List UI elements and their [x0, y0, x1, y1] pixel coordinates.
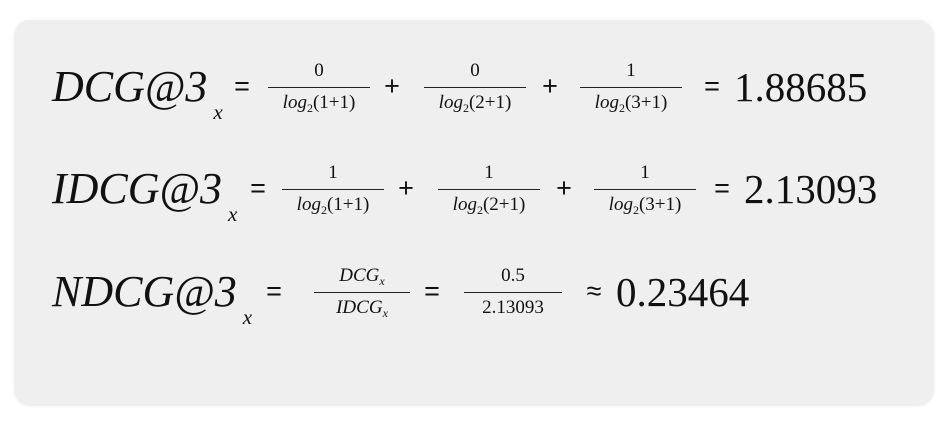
ndcg-result: 0.23464: [616, 269, 750, 315]
dcg-lhs: DCG@3x: [52, 62, 223, 123]
ndcg-subscript: x: [242, 305, 253, 329]
dcg-term-1: 0 log2(1+1): [268, 60, 370, 115]
idcg-term-3: 1 log2(3+1): [594, 162, 696, 217]
ndcg-ratio-denominator: IDCGx: [336, 297, 388, 320]
dcg-term-2-denominator: log2(2+1): [438, 92, 512, 115]
idcg-term-1: 1 log2(1+1): [282, 162, 384, 217]
ndcg-lhs: NDCG@3x: [52, 267, 252, 328]
fraction-bar: [464, 292, 562, 293]
idcg-subscript: x: [228, 202, 238, 226]
dcg-subscript: x: [213, 100, 223, 124]
dcg-result-equals: =: [704, 71, 720, 101]
fraction-bar: [282, 189, 384, 190]
idcg-term-3-denominator: log2(3+1): [608, 194, 682, 217]
ndcg-equals: =: [266, 276, 282, 306]
dcg-term-2: 0 log2(2+1): [424, 60, 526, 115]
ndcg-ratio-fraction: DCGx IDCGx: [314, 265, 410, 320]
fraction-bar: [268, 87, 370, 88]
fraction-bar: [580, 87, 682, 88]
idcg-label: IDCG@3: [52, 164, 223, 213]
idcg-term-2-denominator: log2(2+1): [452, 194, 526, 217]
idcg-plus-1: +: [398, 173, 414, 203]
idcg-term-2-numerator: 1: [484, 162, 494, 183]
idcg-term-3-numerator: 1: [640, 162, 650, 183]
dcg-term-3: 1 log2(3+1): [580, 60, 682, 115]
ndcg-equals-2: =: [424, 276, 440, 306]
idcg-result: 2.13093: [744, 166, 878, 212]
idcg-term-1-denominator: log2(1+1): [296, 194, 370, 217]
ndcg-label: NDCG@3: [52, 267, 237, 316]
dcg-term-3-numerator: 1: [626, 60, 636, 81]
idcg-result-equals: =: [714, 173, 730, 203]
idcg-plus-2: +: [556, 173, 572, 203]
dcg-term-1-numerator: 0: [314, 60, 324, 81]
formula-card: [14, 20, 934, 406]
dcg-label: DCG@3: [52, 62, 208, 111]
dcg-term-1-denominator: log2(1+1): [282, 92, 356, 115]
dcg-plus-1: +: [384, 71, 400, 101]
idcg-term-2: 1 log2(2+1): [438, 162, 540, 217]
dcg-term-3-denominator: log2(3+1): [594, 92, 668, 115]
ndcg-value-numerator: 0.5: [501, 265, 525, 286]
dcg-term-2-numerator: 0: [470, 60, 480, 81]
fraction-bar: [438, 189, 540, 190]
fraction-bar: [594, 189, 696, 190]
ndcg-value-denominator: 2.13093: [482, 297, 544, 318]
fraction-bar: [314, 292, 410, 293]
fraction-bar: [424, 87, 526, 88]
dcg-equals: =: [234, 71, 250, 101]
ndcg-value-fraction: 0.5 2.13093: [464, 265, 562, 318]
dcg-plus-2: +: [542, 71, 558, 101]
dcg-result: 1.88685: [734, 64, 868, 110]
idcg-lhs: IDCG@3x: [52, 164, 237, 225]
idcg-term-1-numerator: 1: [328, 162, 338, 183]
ndcg-approx: ≈: [586, 276, 602, 306]
ndcg-ratio-numerator: DCGx: [339, 265, 385, 288]
idcg-equals: =: [250, 173, 266, 203]
